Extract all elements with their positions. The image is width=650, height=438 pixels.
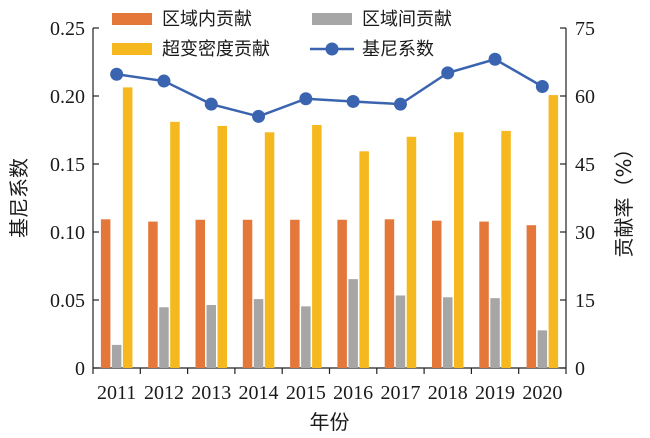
left-tick-label: 0.15: [50, 154, 85, 176]
legend-label-超变密度贡献: 超变密度贡献: [162, 39, 270, 60]
right-tick-label: 0: [575, 358, 585, 380]
bar-区域内贡献-2013: [195, 219, 205, 368]
left-tick-label: 0.05: [50, 290, 85, 312]
bar-区域内贡献-2016: [337, 219, 347, 368]
bar-超变密度贡献-2017: [406, 136, 417, 368]
bar-区域间贡献-2017: [395, 295, 406, 368]
gini-line: [116, 57, 543, 118]
gini-point-2014: [252, 109, 266, 123]
gini-point-2011: [110, 67, 124, 81]
bar-区域内贡献-2011: [100, 219, 111, 368]
legend-label-区域间贡献: 区域间贡献: [362, 9, 452, 30]
x-tick-label: 2016: [333, 382, 373, 404]
bar-区域内贡献-2019: [479, 221, 489, 368]
legend-swatch-超变密度贡献: [112, 43, 152, 55]
left-tick-label: 0.25: [50, 18, 85, 40]
bar-超变密度贡献-2016: [359, 151, 369, 368]
bar-区域间贡献-2012: [159, 307, 169, 368]
legend-label-基尼系数: 基尼系数: [362, 39, 434, 60]
x-tick-label: 2019: [475, 382, 515, 404]
left-y-axis-title: 基尼系数: [7, 158, 31, 238]
bar-超变密度贡献-2020: [548, 95, 559, 369]
bar-区域内贡献-2012: [148, 221, 158, 368]
right-tick-label: 30: [575, 222, 595, 244]
bar-超变密度贡献-2015: [312, 125, 322, 368]
bar-区域内贡献-2017: [384, 219, 395, 368]
legend-swatch-区域间贡献: [312, 13, 352, 25]
bar-区域内贡献-2015: [290, 219, 300, 368]
x-tick-label: 2011: [97, 382, 136, 404]
bar-超变密度贡献-2011: [122, 87, 133, 369]
legend-marker-基尼系数: [325, 42, 339, 56]
bar-区域间贡献-2016: [348, 279, 358, 368]
gini-point-2019: [488, 52, 502, 66]
bar-区域间贡献-2019: [490, 298, 500, 368]
x-axis-title: 年份: [310, 410, 350, 434]
right-tick-label: 45: [575, 154, 595, 176]
legend-swatch-区域内贡献: [112, 13, 152, 25]
right-tick-label: 15: [575, 290, 595, 312]
bar-区域内贡献-2018: [432, 220, 442, 368]
gini-point-2015: [299, 92, 313, 106]
gini-point-2020: [535, 79, 549, 93]
x-tick-label: 2012: [144, 382, 184, 404]
bar-超变密度贡献-2019: [501, 130, 511, 368]
bar-超变密度贡献-2013: [217, 125, 227, 368]
x-tick-label: 2013: [191, 382, 231, 404]
right-y-axis-title: 贡献率（%）: [612, 138, 636, 257]
gini-point-2017: [393, 97, 407, 111]
bar-超变密度贡献-2018: [454, 132, 464, 368]
bar-超变密度贡献-2012: [170, 121, 180, 368]
x-tick-label: 2014: [239, 382, 279, 404]
gini-point-2018: [441, 66, 455, 80]
bar-区域间贡献-2013: [206, 304, 216, 368]
gini-point-2013: [204, 97, 218, 111]
right-tick-label: 75: [575, 18, 595, 40]
bar-超变密度贡献-2014: [264, 132, 275, 368]
left-tick-label: 0.20: [50, 86, 85, 108]
bar-区域间贡献-2020: [537, 330, 548, 368]
x-tick-label: 2018: [428, 382, 468, 404]
bar-区域内贡献-2020: [526, 225, 537, 368]
x-tick-label: 2017: [380, 382, 420, 404]
bar-区域间贡献-2011: [111, 344, 122, 368]
x-tick-label: 2015: [286, 382, 326, 404]
x-tick-label: 2020: [522, 382, 562, 404]
bar-区域间贡献-2014: [253, 299, 264, 368]
gini-point-2012: [157, 74, 171, 88]
gini-point-2016: [346, 94, 360, 108]
bar-区域间贡献-2018: [443, 297, 453, 368]
right-tick-label: 60: [575, 86, 595, 108]
left-tick-label: 0.10: [50, 222, 85, 244]
legend-label-区域内贡献: 区域内贡献: [162, 9, 252, 30]
bar-区域内贡献-2014: [242, 219, 253, 368]
left-tick-label: 0: [75, 358, 85, 380]
bar-区域间贡献-2015: [301, 306, 311, 368]
